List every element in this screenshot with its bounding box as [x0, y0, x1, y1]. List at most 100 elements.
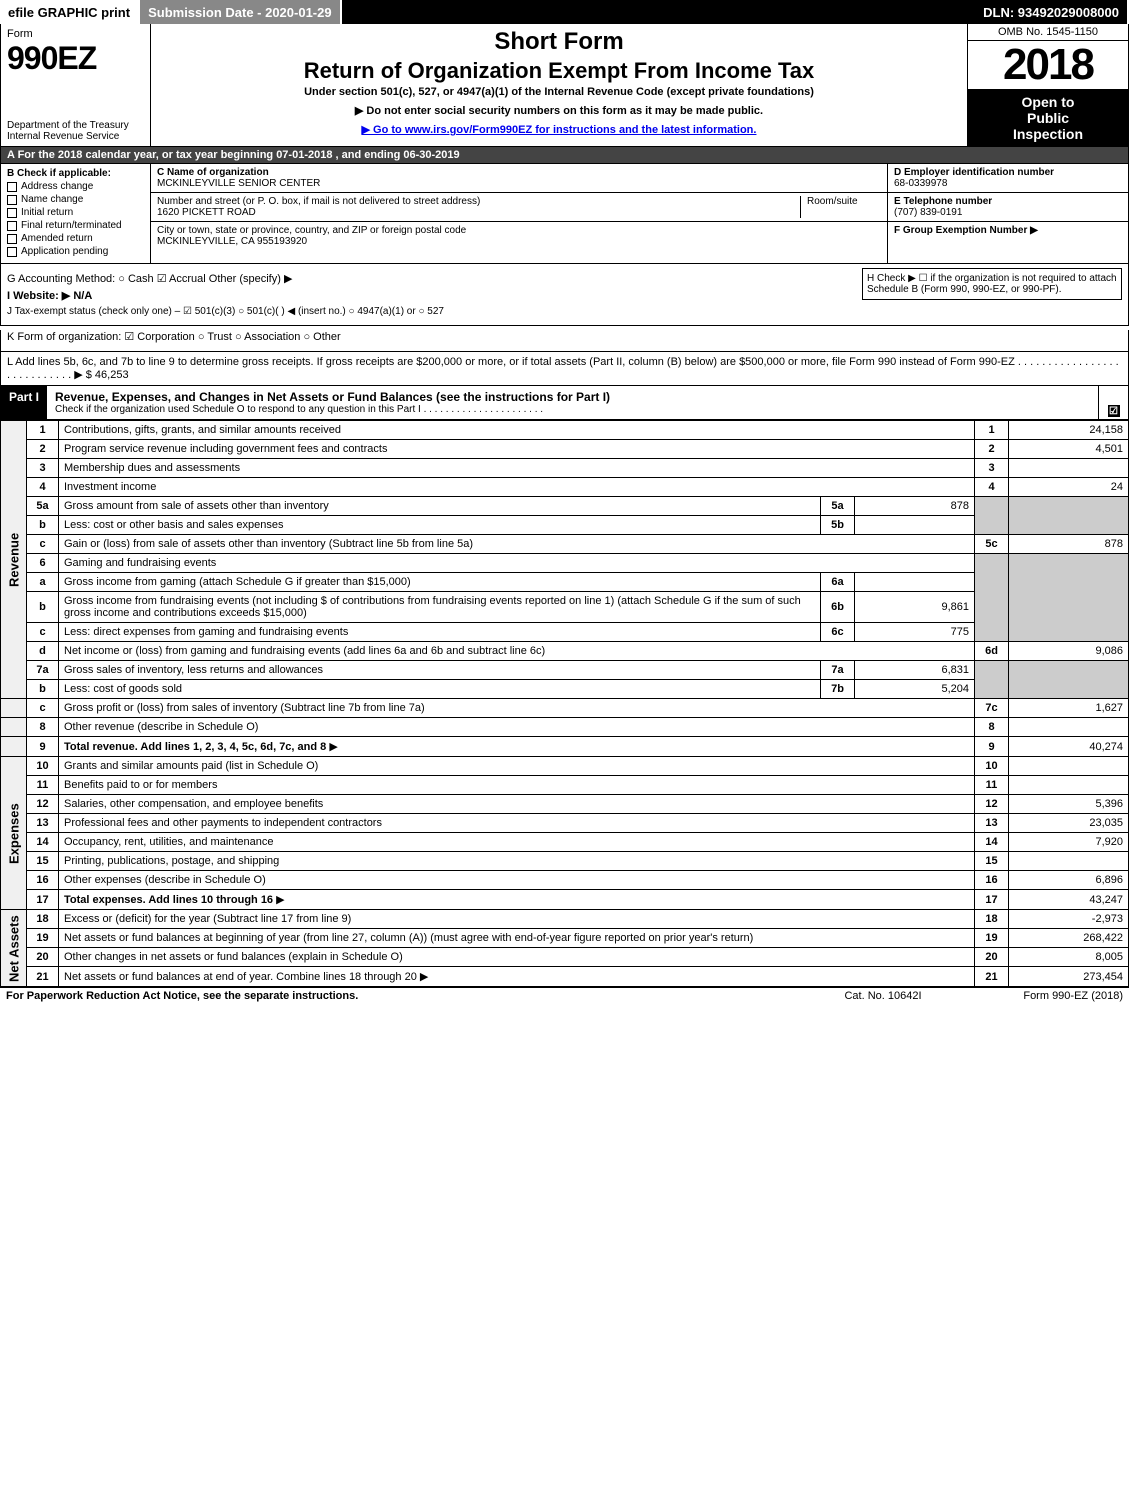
ein-label: D Employer identification number	[894, 167, 1054, 178]
ln-10: 10	[27, 757, 59, 776]
efile-label[interactable]: efile GRAPHIC print	[0, 0, 140, 24]
checkbox-initial-return[interactable]	[7, 208, 17, 218]
val-19: 268,422	[1009, 929, 1129, 948]
ln-7b: b	[27, 680, 59, 699]
ln-5c: c	[27, 535, 59, 554]
desc-10: Grants and similar amounts paid (list in…	[64, 760, 318, 772]
val-6d: 9,086	[1009, 642, 1129, 661]
val-7c: 1,627	[1009, 699, 1129, 718]
return-title: Return of Organization Exempt From Incom…	[161, 58, 957, 84]
opt-app-pending: Application pending	[21, 246, 108, 257]
main-table: Revenue 1 Contributions, gifts, grants, …	[0, 420, 1129, 987]
desc-8: Other revenue (describe in Schedule O)	[64, 721, 258, 733]
desc-5b: Less: cost or other basis and sales expe…	[64, 519, 284, 531]
part-i-title-text: Revenue, Expenses, and Changes in Net As…	[55, 390, 610, 404]
c-name-label: C Name of organization	[157, 167, 269, 178]
desc-6: Gaming and fundraising events	[64, 557, 216, 569]
short-form-title: Short Form	[161, 28, 957, 56]
subval-7b: 5,204	[855, 680, 975, 699]
shade-7ab	[975, 661, 1009, 699]
side-revenue-cont	[1, 699, 27, 718]
checkbox-address-change[interactable]	[7, 182, 17, 192]
dept-label: Department of the Treasury	[7, 120, 129, 131]
desc-7a: Gross sales of inventory, less returns a…	[64, 664, 323, 676]
desc-6c: Less: direct expenses from gaming and fu…	[64, 626, 348, 638]
omb-number: OMB No. 1545-1150	[968, 24, 1128, 41]
val-2: 4,501	[1009, 440, 1129, 459]
val-9: 40,274	[1009, 737, 1129, 757]
public-warning: ▶ Do not enter social security numbers o…	[161, 104, 957, 117]
num-13: 13	[975, 814, 1009, 833]
under-section: Under section 501(c), 527, or 4947(a)(1)…	[161, 86, 957, 98]
val-16: 6,896	[1009, 871, 1129, 890]
room-suite-label: Room/suite	[801, 196, 881, 218]
ln-4: 4	[27, 478, 59, 497]
shade-5ab-val	[1009, 497, 1129, 535]
num-17: 17	[975, 890, 1009, 910]
ln-6a: a	[27, 573, 59, 592]
part-i-title: Revenue, Expenses, and Changes in Net As…	[47, 386, 1098, 419]
sub-7b: 7b	[821, 680, 855, 699]
row-a-tax-year: A For the 2018 calendar year, or tax yea…	[0, 147, 1129, 164]
desc-17: Total expenses. Add lines 10 through 16	[64, 894, 273, 906]
sub-6a: 6a	[821, 573, 855, 592]
sub-6b: 6b	[821, 592, 855, 623]
checkbox-amended[interactable]	[7, 234, 17, 244]
block-bcdef: B Check if applicable: Address change Na…	[0, 164, 1129, 264]
num-6d: 6d	[975, 642, 1009, 661]
checkbox-app-pending[interactable]	[7, 247, 17, 257]
box-b-title: B Check if applicable:	[7, 168, 144, 179]
desc-3: Membership dues and assessments	[64, 462, 240, 474]
desc-5c: Gain or (loss) from sale of assets other…	[64, 538, 473, 550]
dept-treasury: Department of the Treasury Internal Reve…	[7, 120, 144, 142]
num-1: 1	[975, 421, 1009, 440]
desc-6d: Net income or (loss) from gaming and fun…	[64, 645, 545, 657]
tax-year: 2018	[968, 41, 1128, 90]
sub-5b: 5b	[821, 516, 855, 535]
box-c: C Name of organization MCKINLEYVILLE SEN…	[151, 164, 888, 263]
num-4: 4	[975, 478, 1009, 497]
subval-6b: 9,861	[855, 592, 975, 623]
val-17: 43,247	[1009, 890, 1129, 910]
val-3	[1009, 459, 1129, 478]
part-i-checkbox[interactable]: ☑	[1098, 386, 1128, 419]
num-18: 18	[975, 910, 1009, 929]
desc-11: Benefits paid to or for members	[64, 779, 217, 791]
form-label: Form	[7, 28, 144, 40]
footer-right: Form 990-EZ (2018)	[963, 990, 1123, 1002]
num-2: 2	[975, 440, 1009, 459]
check-icon: ☑	[1108, 405, 1120, 417]
box-h: H Check ▶ ☐ if the organization is not r…	[862, 268, 1122, 300]
val-15	[1009, 852, 1129, 871]
opt-amended: Amended return	[21, 233, 93, 244]
subval-6c: 775	[855, 623, 975, 642]
submission-date: Submission Date - 2020-01-29	[140, 0, 342, 24]
ln-6d: d	[27, 642, 59, 661]
checkbox-name-change[interactable]	[7, 195, 17, 205]
val-13: 23,035	[1009, 814, 1129, 833]
num-15: 15	[975, 852, 1009, 871]
desc-5a: Gross amount from sale of assets other t…	[64, 500, 329, 512]
ln-16: 16	[27, 871, 59, 890]
desc-6a: Gross income from gaming (attach Schedul…	[64, 576, 411, 588]
ln-17: 17	[27, 890, 59, 910]
opt-initial-return: Initial return	[21, 207, 73, 218]
ln-7c: c	[27, 699, 59, 718]
sub-7a: 7a	[821, 661, 855, 680]
ln-15: 15	[27, 852, 59, 871]
num-19: 19	[975, 929, 1009, 948]
org-city: MCKINLEYVILLE, CA 955193920	[157, 236, 307, 247]
dln-label: DLN: 93492029008000	[975, 0, 1129, 24]
checkbox-final-return[interactable]	[7, 221, 17, 231]
num-20: 20	[975, 948, 1009, 967]
header-right: OMB No. 1545-1150 2018 Open to Public In…	[968, 24, 1128, 146]
ln-12: 12	[27, 795, 59, 814]
desc-18: Excess or (deficit) for the year (Subtra…	[64, 913, 351, 925]
val-5c: 878	[1009, 535, 1129, 554]
row-l: L Add lines 5b, 6c, and 7b to line 9 to …	[0, 352, 1129, 386]
ln-21: 21	[27, 967, 59, 987]
irs-link[interactable]: ▶ Go to www.irs.gov/Form990EZ for instru…	[362, 124, 757, 136]
open-line3: Inspection	[972, 126, 1124, 142]
side-revenue: Revenue	[1, 421, 27, 699]
rows-ghijk: H Check ▶ ☐ if the organization is not r…	[0, 264, 1129, 326]
